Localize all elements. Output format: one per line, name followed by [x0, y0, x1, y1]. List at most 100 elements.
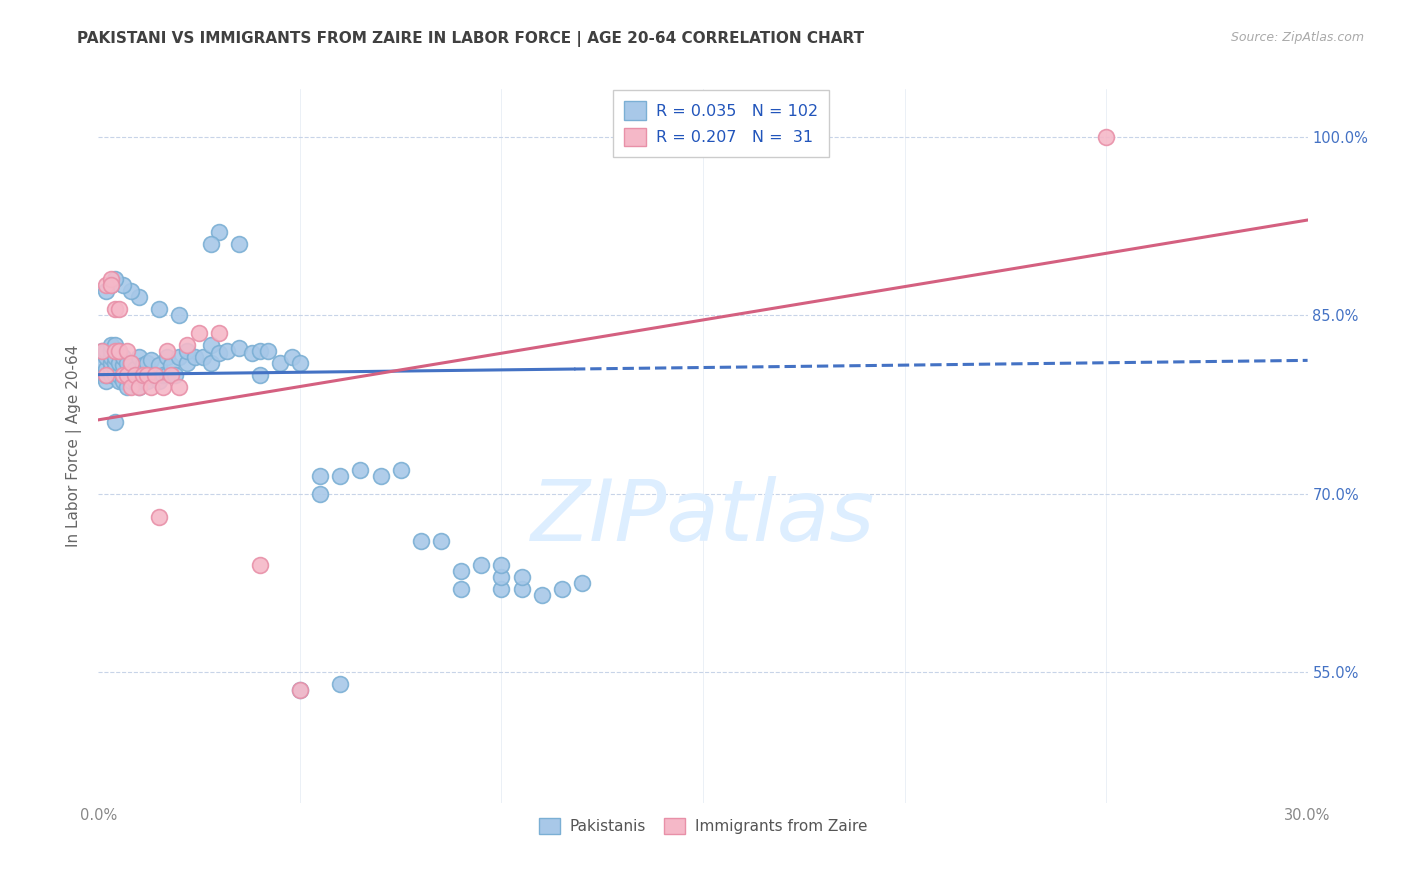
Point [100, 368, 122, 382]
Point [160, 368, 183, 382]
Point [111, 350, 134, 364]
Point [100, 272, 122, 286]
Point [135, 368, 157, 382]
Point [100, 356, 122, 370]
Point [100, 278, 122, 293]
Point [120, 356, 142, 370]
Point [176, 343, 198, 358]
Point [288, 682, 311, 697]
Point [200, 356, 222, 370]
Point [103, 302, 125, 317]
Point [430, 534, 453, 549]
Point [128, 368, 150, 382]
Point [240, 346, 263, 360]
Point [156, 343, 179, 358]
Point [288, 356, 311, 370]
Point [103, 343, 125, 358]
Point [571, 575, 593, 590]
Point [309, 486, 332, 500]
Point [269, 356, 291, 370]
Point [167, 308, 190, 322]
Point [184, 350, 207, 364]
Point [188, 326, 211, 340]
Point [409, 534, 432, 549]
Point [96, 343, 118, 358]
Point [135, 374, 157, 388]
Point [115, 368, 138, 382]
Point [208, 225, 231, 239]
Point [124, 374, 146, 388]
Point [96, 374, 118, 388]
Point [156, 350, 179, 364]
Point [281, 350, 304, 364]
Point [551, 582, 574, 596]
Point [96, 350, 118, 364]
Point [132, 374, 155, 388]
Point [139, 353, 162, 368]
Point [103, 356, 125, 370]
Point [1095, 129, 1118, 144]
Point [103, 350, 125, 364]
Point [249, 558, 271, 572]
Point [249, 343, 271, 358]
Point [103, 338, 125, 352]
Point [450, 564, 472, 578]
Text: ZIPatlas: ZIPatlas [531, 475, 875, 559]
Point [200, 338, 222, 352]
Point [148, 510, 170, 524]
Text: PAKISTANI VS IMMIGRANTS FROM ZAIRE IN LABOR FORCE | AGE 20-64 CORRELATION CHART: PAKISTANI VS IMMIGRANTS FROM ZAIRE IN LA… [77, 31, 865, 47]
Point [96, 278, 118, 293]
Point [491, 570, 513, 584]
Point [329, 468, 352, 483]
Point [103, 361, 125, 376]
Point [128, 379, 150, 393]
Point [139, 379, 162, 393]
Point [96, 368, 118, 382]
Point [100, 361, 122, 376]
Point [132, 368, 155, 382]
Point [193, 350, 215, 364]
Point [228, 342, 250, 356]
Point [156, 368, 179, 382]
Point [510, 570, 533, 584]
Point [128, 350, 150, 364]
Point [103, 415, 125, 429]
Point [91, 343, 114, 358]
Point [329, 677, 352, 691]
Point [111, 368, 134, 382]
Point [103, 272, 125, 286]
Point [143, 368, 166, 382]
Point [349, 463, 371, 477]
Point [100, 278, 122, 293]
Point [115, 343, 138, 358]
Point [163, 368, 186, 382]
Legend: Pakistanis, Immigrants from Zaire: Pakistanis, Immigrants from Zaire [531, 810, 875, 841]
Point [148, 358, 170, 372]
Point [91, 343, 114, 358]
Point [91, 368, 114, 382]
Point [124, 368, 146, 382]
Point [217, 343, 239, 358]
Point [115, 356, 138, 370]
Point [128, 379, 150, 393]
Point [167, 379, 190, 393]
Point [491, 558, 513, 572]
Point [111, 374, 134, 388]
Point [107, 343, 129, 358]
Point [228, 236, 250, 251]
Point [491, 582, 513, 596]
Point [200, 236, 222, 251]
Point [91, 356, 114, 370]
Point [107, 302, 129, 317]
Point [139, 368, 162, 382]
Point [120, 356, 142, 370]
Point [100, 338, 122, 352]
Point [288, 682, 311, 697]
Point [115, 379, 138, 393]
Point [160, 358, 183, 372]
Point [120, 368, 142, 382]
Point [148, 374, 170, 388]
Point [100, 343, 122, 358]
Point [450, 582, 472, 596]
Point [96, 368, 118, 382]
